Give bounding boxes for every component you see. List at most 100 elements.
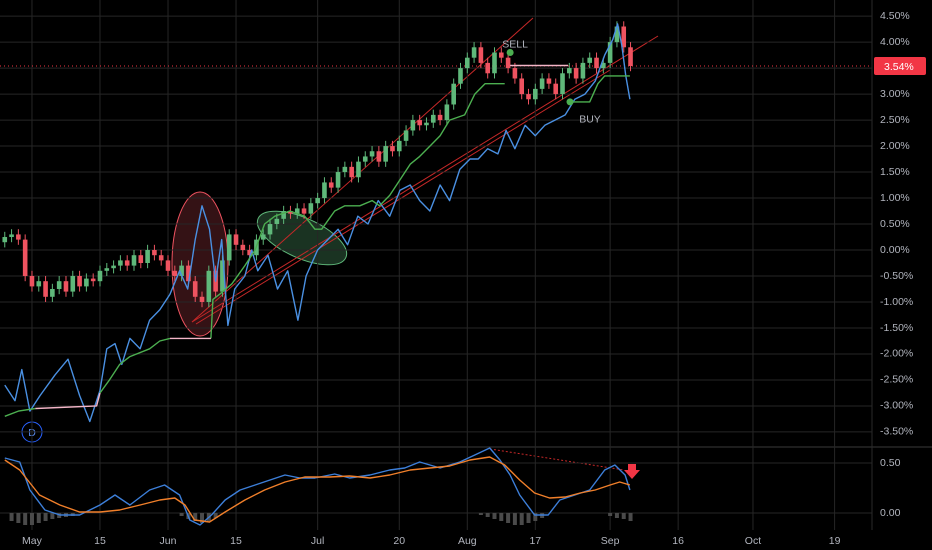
indicator-line [4,456,631,523]
x-tick-label: 17 [529,535,541,547]
histogram-bar [213,513,218,518]
candle-body [315,198,320,204]
histogram-bar [506,513,511,523]
y-tick-label: -0.50% [880,270,913,282]
histogram-bar [57,513,62,518]
y-tick-label: 0.50% [880,218,910,230]
candle-body [77,275,82,287]
histogram-bar [36,513,41,523]
candle-body [587,57,593,63]
candle-body [349,166,354,178]
candle-body [376,151,382,162]
candle-body [478,47,484,63]
histogram-bar [16,513,21,523]
histogram-bar [478,513,483,515]
signal-dot [506,48,514,56]
histogram-bar [23,513,28,525]
y-tick-label: 0.50 [880,457,901,469]
candle-body [628,47,633,67]
candle-body [594,57,599,69]
candle-body [179,265,184,276]
candle-body [492,52,497,74]
candle-body [553,83,559,95]
candle-body [29,275,35,287]
candle-body [560,73,565,95]
candle-body [417,120,422,126]
x-tick-label: May [22,535,43,547]
candle-body [424,122,429,126]
indicator-line [4,23,631,423]
histogram-bar [43,513,48,521]
y-tick-label: -2.50% [880,374,913,386]
y-tick-label: 4.50% [880,10,910,22]
candle-body [328,182,334,188]
candle-body [111,265,116,269]
y-tick-label: -1.50% [880,322,913,334]
candle-body [199,296,205,302]
indicator-line [4,447,631,526]
candle-body [192,281,198,297]
indicator-line [35,64,568,410]
candle-body [369,151,375,157]
x-tick-label: Jun [160,535,177,547]
candle-body [498,52,504,58]
divergence-line [489,448,625,471]
histogram-bar [614,513,619,518]
y-tick-label: -1.00% [880,296,913,308]
candle-body [356,161,361,178]
candle-body [396,140,402,152]
x-tick-label: 16 [672,535,684,547]
x-tick-label: 20 [393,535,405,547]
candle-body [471,47,477,58]
drawings [171,17,659,479]
candle-body [158,255,164,261]
candle-body [206,270,212,302]
candle-body [281,211,286,219]
y-tick-label: 0.00 [880,507,901,519]
candle-body [621,26,627,48]
candle-body [451,83,456,105]
histogram-bar [179,513,184,516]
candle-body [294,208,300,214]
highlight-ellipse [256,210,348,266]
candle-body [533,88,538,100]
histogram-bar [29,513,34,525]
candle-body [580,62,586,79]
y-tick-label: 2.50% [880,114,910,126]
trend-line [191,17,534,323]
candle-body [70,275,76,292]
x-tick-label: Jul [311,535,324,547]
candle-body [458,68,463,84]
candle-body [308,203,314,214]
y-tick-label: 4.00% [880,36,910,48]
candle-body [240,244,246,251]
candle-body [444,104,450,121]
highlight-ellipse [171,191,229,337]
candle-body [84,278,89,287]
candle-body [152,250,157,256]
candle-body [322,182,327,199]
histogram-bar [50,513,55,519]
candle-body [383,146,388,162]
y-tick-label: -3.00% [880,400,913,412]
x-tick-label: 15 [94,535,106,547]
histogram-bar [499,513,504,521]
candle-body [16,234,21,240]
last-price-tag [874,57,926,76]
candle-body [526,94,531,100]
candle-body [131,255,137,266]
candle-body [464,57,470,69]
candle-body [43,281,48,297]
candle-body [601,62,606,69]
x-tick-label: 15 [230,535,242,547]
candle-body [22,239,28,276]
indicator-line [4,75,630,417]
candle-body [342,166,348,173]
histogram-bar [200,513,205,523]
histogram-bar [193,513,198,521]
candle-body [36,281,42,287]
candle-body [90,278,96,282]
candle-body [519,78,525,95]
y-tick-label: 1.00% [880,192,910,204]
